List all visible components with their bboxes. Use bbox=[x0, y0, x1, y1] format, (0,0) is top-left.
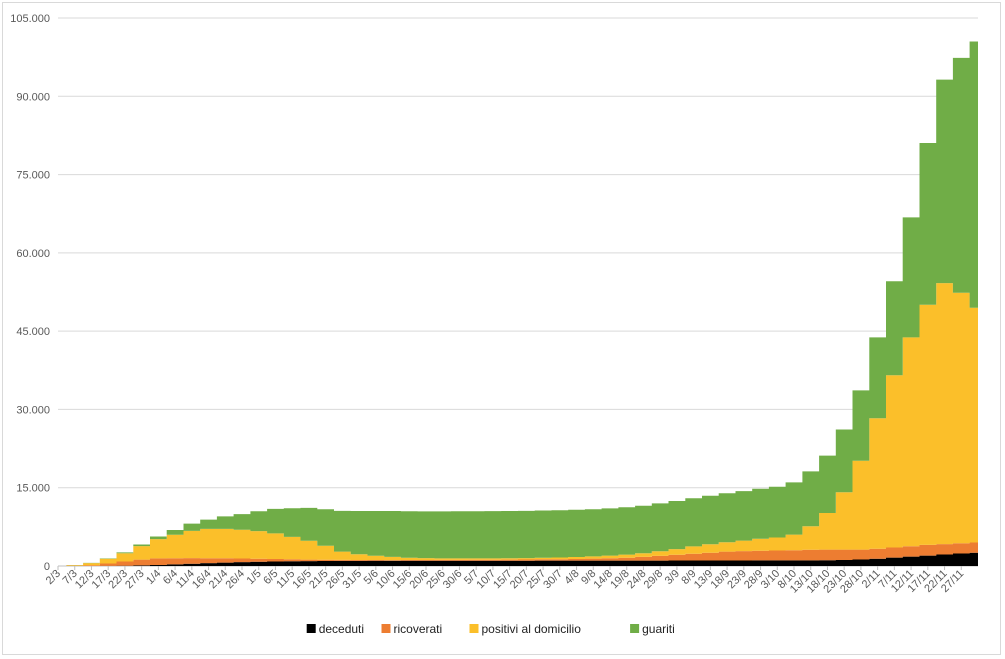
x-axis: 2/37/312/317/322/327/31/46/411/416/421/4… bbox=[44, 566, 966, 596]
legend-swatch-positivi-al-domicilio bbox=[469, 624, 479, 633]
y-tick-label: 0 bbox=[44, 561, 50, 573]
area-ricoverati bbox=[58, 542, 978, 566]
x-tick-label: 31/5 bbox=[341, 568, 365, 592]
y-tick-label: 45.000 bbox=[16, 326, 50, 338]
series-areas bbox=[58, 41, 978, 566]
legend-label-ricoverati: ricoverati bbox=[394, 622, 443, 636]
legend-label-deceduti: deceduti bbox=[319, 622, 364, 636]
y-axis: 0 15.000 30.000 45.000 60.000 75.000 90.000 105… bbox=[10, 13, 50, 573]
area-deceduti bbox=[58, 552, 978, 566]
x-tick-label: 1/5 bbox=[245, 568, 264, 587]
area-positivi-al-domicilio bbox=[58, 283, 978, 566]
legend-swatch-guariti bbox=[630, 624, 640, 633]
y-tick-label: 105.000 bbox=[10, 13, 50, 25]
x-tick-label: 3/9 bbox=[663, 568, 682, 587]
y-tick-label: 60.000 bbox=[16, 248, 50, 260]
y-tick-label: 75.000 bbox=[16, 170, 50, 182]
y-tick-label: 90.000 bbox=[16, 91, 50, 103]
legend-swatch-deceduti bbox=[306, 624, 316, 633]
y-tick-label: 15.000 bbox=[16, 483, 50, 495]
y-tick-label: 30.000 bbox=[16, 404, 50, 416]
x-tick-label: 26/4 bbox=[223, 568, 247, 592]
x-tick-label: 30/7 bbox=[541, 568, 565, 592]
x-tick-label: 27/3 bbox=[123, 568, 147, 592]
x-tick-label: 4/8 bbox=[562, 568, 581, 587]
legend: deceduti ricoverati positivi al domicilio g… bbox=[306, 622, 675, 636]
legend-swatch-ricoverati bbox=[381, 624, 391, 633]
legend-label-positivi-al-domicilio: positivi al domicilio bbox=[482, 622, 582, 636]
x-tick-label: 30/6 bbox=[441, 568, 465, 592]
x-tick-label: 29/8 bbox=[642, 568, 666, 592]
legend-label-guariti: guariti bbox=[642, 622, 675, 636]
x-tick-label: 1/4 bbox=[144, 568, 163, 587]
